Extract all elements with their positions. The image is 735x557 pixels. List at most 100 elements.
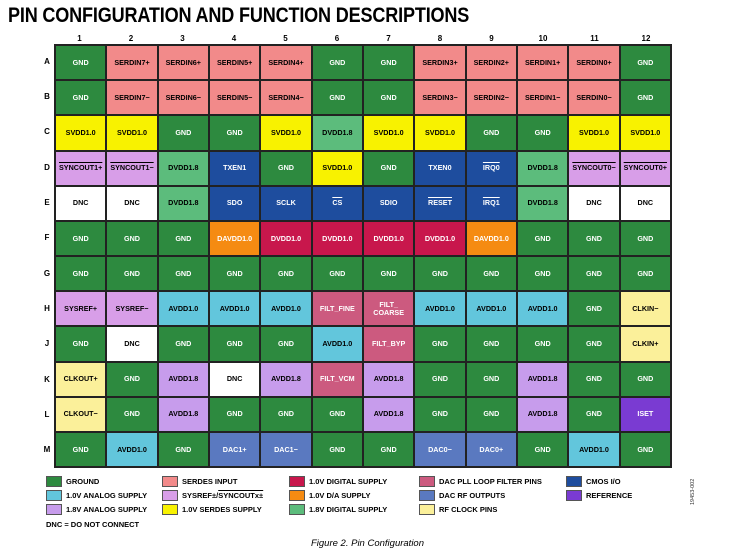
pin-cell: AVDD1.8 — [157, 361, 209, 397]
page-title: PIN CONFIGURATION AND FUNCTION DESCRIPTI… — [8, 4, 470, 27]
pin-cell: SERDIN0− — [568, 80, 620, 116]
pin-cell: AVDD1.8 — [362, 361, 415, 397]
column-header: 9 — [489, 34, 494, 43]
pin-cell: GND — [516, 256, 569, 292]
pin-cell: GND — [55, 220, 107, 256]
legend-item: RF CLOCK PINS — [419, 504, 497, 515]
pin-cell: GND — [106, 220, 158, 256]
pin-cell: SVDD1.0 — [568, 115, 620, 151]
pin-cell: GND — [619, 431, 671, 467]
pin-cell: SERDIN5+ — [208, 45, 261, 81]
legend-item: 1.0V SERDES SUPPLY — [162, 504, 262, 515]
pin-cell: GND — [208, 256, 261, 292]
pin-cell: SYSREF+ — [55, 291, 107, 327]
legend-swatch — [419, 490, 435, 501]
pin-cell: SERDIN5− — [208, 80, 261, 116]
pin-cell: AVDD1.8 — [157, 396, 209, 432]
dnc-note: DNC = DO NOT CONNECT — [46, 520, 140, 529]
legend-swatch — [289, 490, 305, 501]
column-header: 11 — [590, 34, 599, 43]
pin-cell: DVDD1.8 — [516, 185, 569, 221]
pin-cell: CS — [311, 185, 363, 221]
pin-cell: GND — [106, 396, 158, 432]
pin-cell: AVDD1.8 — [516, 361, 569, 397]
pin-cell: SDO — [208, 185, 261, 221]
pin-cell: SERDIN7− — [106, 80, 158, 116]
legend-item: GROUND — [46, 476, 99, 487]
pin-cell: GND — [414, 396, 466, 432]
pin-cell: DVDD1.8 — [311, 115, 363, 151]
pin-cell: DNC — [106, 326, 158, 362]
pin-cell: GND — [568, 256, 620, 292]
pin-cell: SVDD1.0 — [362, 115, 415, 151]
legend-label: GROUND — [66, 477, 100, 486]
pin-cell: IRQ1 — [465, 185, 517, 221]
pin-cell: GND — [414, 256, 466, 292]
pin-cell: SVDD1.0 — [619, 115, 671, 151]
pin-cell: GND — [568, 291, 620, 327]
pin-cell: GND — [157, 115, 209, 151]
pin-cell: DAVDD1.0 — [208, 220, 261, 256]
pin-cell: GND — [208, 115, 261, 151]
pin-cell: GND — [362, 45, 415, 81]
pin-cell: SVDD1.0 — [55, 115, 107, 151]
pin-cell: DVDD1.8 — [157, 150, 209, 186]
legend-swatch — [46, 504, 62, 515]
pin-cell: GND — [362, 80, 415, 116]
legend-label: DAC PLL LOOP FILTER PINS — [439, 477, 542, 486]
legend-label: 1.8V ANALOG SUPPLY — [66, 505, 148, 514]
row-header: E — [44, 198, 50, 207]
legend-swatch — [289, 476, 305, 487]
pin-cell: GND — [55, 256, 107, 292]
pin-cell: DNC — [208, 361, 261, 397]
legend-swatch — [419, 504, 435, 515]
pin-cell: SDIO — [362, 185, 415, 221]
pin-cell: TXEN1 — [208, 150, 261, 186]
pin-cell: SERDIN4+ — [260, 45, 312, 81]
pin-cell: GND — [157, 431, 209, 467]
pin-cell: GND — [106, 256, 158, 292]
pin-cell: GND — [157, 220, 209, 256]
pin-cell: AVDD1.0 — [568, 431, 620, 467]
pin-cell: GND — [362, 256, 415, 292]
pin-cell: GND — [465, 256, 517, 292]
pin-cell: AVDD1.8 — [362, 396, 415, 432]
pin-cell: AVDD1.0 — [260, 291, 312, 327]
legend-label: SYSREF±/SYNCOUTx± — [182, 491, 264, 500]
pin-cell: GND — [260, 256, 312, 292]
pin-cell: SERDIN4− — [260, 80, 312, 116]
legend-swatch — [162, 476, 178, 487]
pin-cell: GND — [362, 150, 415, 186]
column-header: 1 — [77, 34, 82, 43]
pin-cell: AVDD1.0 — [157, 291, 209, 327]
pin-cell: GND — [157, 256, 209, 292]
legend-label: SERDES INPUT — [182, 477, 238, 486]
pin-cell: GND — [311, 431, 363, 467]
legend-label: CMOS I/O — [586, 477, 621, 486]
column-header: 12 — [641, 34, 651, 43]
pin-cell: GND — [465, 326, 517, 362]
column-header: 7 — [386, 34, 391, 43]
pin-cell: GND — [311, 45, 363, 81]
pin-cell: DAC0− — [414, 431, 466, 467]
legend-label: 1.0V SERDES SUPPLY — [182, 505, 262, 514]
pin-cell: GND — [619, 256, 671, 292]
pin-cell: GND — [208, 326, 261, 362]
pin-cell: DAC1− — [260, 431, 312, 467]
pin-cell: SCLK — [260, 185, 312, 221]
legend-label: DAC RF OUTPUTS — [439, 491, 506, 500]
pin-cell: SERDIN0+ — [568, 45, 620, 81]
pin-cell: AVDD1.0 — [516, 291, 569, 327]
pin-cell: SYNCOUT0+ — [619, 150, 671, 186]
pin-cell: GND — [311, 80, 363, 116]
pin-cell: AVDD1.0 — [106, 431, 158, 467]
pin-cell: RESET — [414, 185, 466, 221]
pin-cell: AVDD1.0 — [208, 291, 261, 327]
legend-swatch — [46, 490, 62, 501]
pin-cell: FILT_BYP — [362, 326, 415, 362]
pin-cell: DVDD1.8 — [516, 150, 569, 186]
pin-cell: GND — [465, 361, 517, 397]
row-header: J — [44, 339, 50, 349]
legend-item: 1.0V ANALOG SUPPLY — [46, 490, 147, 501]
legend-swatch — [566, 490, 582, 501]
